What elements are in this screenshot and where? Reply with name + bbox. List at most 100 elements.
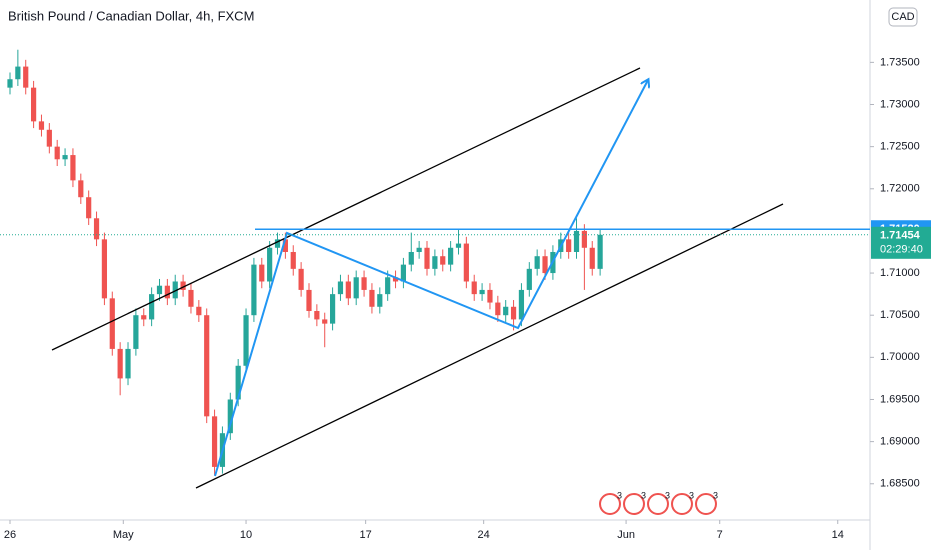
candle-body [424,247,430,269]
currency-badge[interactable] [888,7,918,27]
event-count: 3 [665,490,670,500]
event-icon [623,493,645,515]
candle-body [204,315,210,417]
candle-body [298,268,304,290]
y-tick-label: 1.69000 [880,436,920,448]
candle-body [589,247,595,269]
candle-body [101,239,108,299]
candle-body [117,348,123,379]
channel-upper [51,67,641,351]
y-tick-label: 1.73500 [880,56,920,68]
candle-body [455,243,462,248]
event-count: 3 [617,490,622,500]
y-tick-label: 1.72000 [880,183,920,195]
candle-body [109,298,115,349]
candle-body [597,234,603,269]
candle-body [141,315,147,320]
countdown: 02:29:40 [880,244,923,256]
candle-body [290,251,296,269]
candle-body [15,66,21,80]
candle-body [581,230,587,248]
candle-body [86,197,92,219]
candle-body [495,302,501,316]
candle-body [314,310,320,320]
candle-body [196,306,202,316]
y-tick-label: 1.70000 [880,351,920,363]
projection-path [214,80,648,477]
y-tick-label: 1.73000 [880,98,920,110]
last-price-label: 1.71454 [880,230,921,242]
candle-body [149,294,155,320]
candle-body [448,247,454,265]
candle-body [337,281,344,295]
candle-body [125,348,131,379]
candle-body [306,289,312,311]
event-count: 3 [641,490,646,500]
candle-body [211,416,218,467]
x-tick-label: Jun [617,529,635,541]
candle-body [440,256,446,265]
event-icon [671,493,693,515]
candle-body [542,256,548,274]
y-tick-label: 1.70500 [880,309,920,321]
x-tick-label: 24 [478,529,490,541]
candle-body [62,155,68,160]
candle-body [93,218,100,240]
candle-body [463,243,469,282]
candle-body [282,239,288,252]
candle-body [188,289,194,307]
candle-body [369,289,375,307]
candle-body [180,281,186,290]
candle-body [329,294,336,324]
candle-body [471,281,477,295]
candle-body [345,281,351,299]
x-tick-label: 26 [4,529,16,541]
candle-body [38,121,45,130]
y-tick-label: 1.68500 [880,478,920,490]
x-tick-label: May [113,529,134,541]
candle-body [227,399,233,434]
candle-body [392,277,399,282]
channel-lower [195,203,784,489]
candle-body [432,256,438,269]
candle-body [518,289,525,320]
candle-body [385,277,391,295]
plot-area [7,49,603,476]
candle-body [534,256,540,269]
candle-body [361,277,367,290]
candle-body [274,239,281,248]
candle-body [526,268,532,290]
candle-body [243,315,249,366]
x-tick-label: 17 [360,529,372,541]
candle-body [235,365,241,400]
x-tick-label: 14 [832,529,844,541]
y-tick-label: 1.71000 [880,267,920,279]
candle-body [503,306,509,316]
candle-body [7,79,13,88]
chart-title: British Pound / Canadian Dollar, 4h, FXC… [8,8,254,23]
candle-body [400,264,407,282]
candle-body [54,146,60,160]
event-icon [695,493,717,515]
event-icon [647,493,669,515]
candle-body [133,315,139,349]
candle-body [172,281,178,299]
candle-body [416,247,422,252]
candle-body [46,129,52,147]
x-tick-label: 10 [240,529,252,541]
candle-body [479,289,485,295]
candle-body [251,264,257,316]
candle-body [23,66,29,88]
candle-body [267,247,273,282]
candle-body [408,251,414,265]
candle-body [377,294,383,307]
candle-body [164,285,170,299]
y-tick-label: 1.69500 [880,393,920,405]
candle-body [566,239,572,252]
candle-body [78,180,84,198]
x-tick-label: 7 [717,529,723,541]
candle-body [510,306,517,320]
drawings [51,67,784,489]
